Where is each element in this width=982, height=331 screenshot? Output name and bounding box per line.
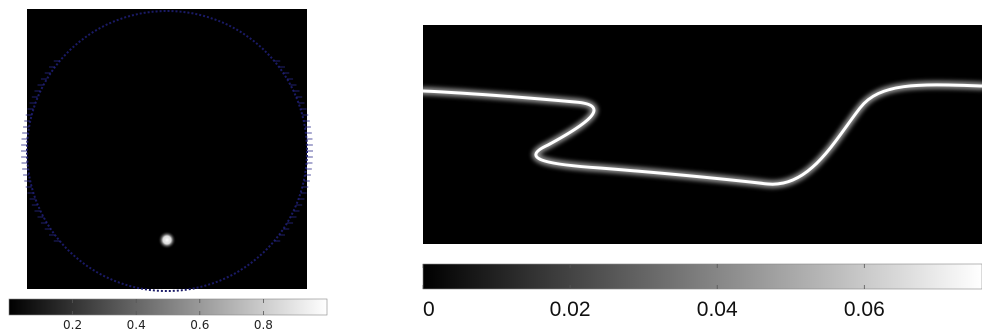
right-colorbar-ticks: 0 0.02 0.04 0.06: [422, 264, 885, 321]
right-image-background: [423, 25, 982, 244]
right-colorbar: 0 0.02 0.04 0.06: [422, 263, 982, 321]
left-colorbar-tick-label: 0.2: [63, 318, 82, 331]
left-colorbar-tick-label: 0.6: [190, 318, 209, 331]
right-colorbar-gradient: [422, 263, 982, 290]
right-colorbar-tick-label: 0.06: [844, 298, 885, 321]
left-image-panel: [21, 9, 313, 292]
left-colorbar: 0.2 0.4 0.6 0.8: [8, 298, 328, 331]
trace-curve: [423, 83, 982, 186]
boundary-tick-marks: [21, 60, 313, 242]
left-colorbar-gradient: [8, 298, 328, 316]
left-colorbar-ticks: 0.2 0.4 0.6 0.8: [63, 299, 273, 331]
right-colorbar-tick-label: 0.04: [697, 298, 738, 321]
left-colorbar-tick-label: 0.8: [254, 318, 273, 331]
bright-spot: [158, 231, 176, 249]
left-colorbar-tick-label: 0.4: [127, 318, 146, 331]
right-colorbar-tick-label: 0: [423, 298, 435, 321]
right-colorbar-tick-label: 0.02: [550, 298, 591, 321]
right-image-panel: [423, 25, 982, 244]
